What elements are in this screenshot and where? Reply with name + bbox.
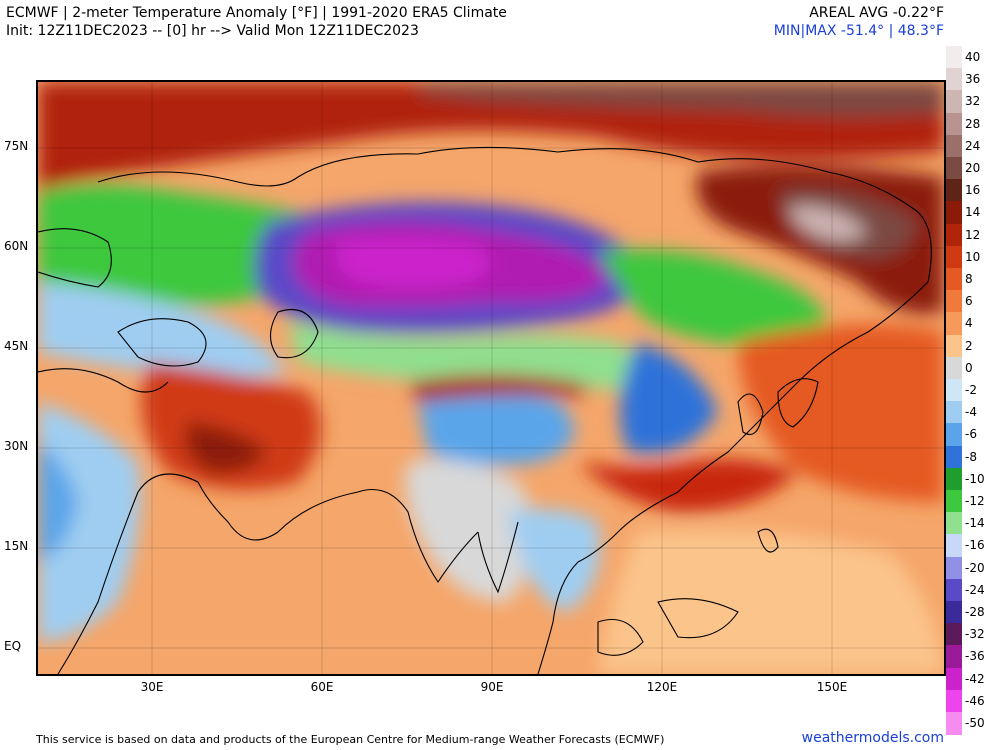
min-max-separator: | — [888, 23, 894, 39]
coastlines — [38, 146, 932, 674]
legend-label: 10 — [965, 249, 981, 264]
legend-swatch — [946, 245, 962, 269]
legend-label: 16 — [965, 183, 981, 198]
lon-label-30e: 30E — [140, 680, 164, 694]
brand-link[interactable]: weathermodels.com — [801, 730, 944, 746]
color-scale-legend: 40 36 32 28 24 20 16 14 12 10 8 6 4 2 0 -2 -4 -6 -8 -10 -12-… — [946, 46, 1000, 736]
legend-label: -16 — [965, 538, 985, 553]
legend-swatch — [946, 379, 962, 402]
legend-label: -14 — [965, 516, 985, 531]
legend-label: -42 — [965, 671, 985, 686]
legend-label: 2 — [965, 338, 973, 353]
legend-label: -50 — [965, 716, 985, 730]
legend-swatch — [946, 201, 962, 225]
legend-swatch — [946, 512, 962, 535]
legend-swatch — [946, 401, 962, 424]
legend-swatch — [946, 356, 962, 380]
legend-label: -28 — [965, 605, 985, 619]
legend-swatch — [946, 312, 962, 336]
legend-swatch — [946, 712, 962, 735]
legend-label: 36 — [965, 72, 981, 87]
legend-label: 40 — [965, 50, 981, 64]
lat-label-30n: 30N — [4, 439, 29, 453]
legend-label: 20 — [965, 161, 981, 175]
legend-swatch — [946, 534, 962, 558]
min-value: -51.4° — [840, 23, 885, 39]
legend-swatch — [946, 623, 962, 646]
legend-label: -20 — [965, 560, 985, 575]
legend-label: -36 — [965, 649, 985, 664]
legend-swatch — [946, 490, 962, 513]
legend-swatch — [946, 90, 962, 114]
legend-label: -6 — [965, 427, 977, 442]
legend-swatch — [946, 645, 962, 669]
legend-swatch — [946, 46, 962, 69]
min-max-prefix: MIN|MAX — [773, 23, 837, 39]
lat-label-eq: EQ — [4, 639, 22, 653]
legend-swatch — [946, 578, 962, 602]
legend-swatch — [946, 268, 962, 291]
anomaly-map-canvas — [38, 82, 944, 674]
legend-swatch — [946, 68, 962, 91]
legend-swatch — [946, 689, 962, 713]
legend-label: 8 — [965, 272, 973, 286]
legend-label: -12 — [965, 494, 985, 508]
ecmwf-attribution: This service is based on data and produc… — [36, 733, 665, 746]
legend-label: 6 — [965, 294, 973, 309]
lat-label-45n: 45N — [4, 339, 29, 353]
map-init-time: Init: 12Z11DEC2023 -- [0] hr --> Valid M… — [6, 23, 419, 39]
legend-swatch — [946, 179, 962, 202]
legend-label: -4 — [965, 405, 977, 420]
map-title: ECMWF | 2-meter Temperature Anomaly [°F]… — [6, 5, 507, 21]
legend-label: 32 — [965, 94, 981, 109]
legend-label: 0 — [965, 360, 973, 375]
legend-swatch — [946, 667, 962, 691]
legend-label: -10 — [965, 471, 985, 486]
lon-label-150e: 150E — [816, 680, 848, 694]
legend-label: -32 — [965, 627, 985, 642]
legend-swatch — [946, 334, 962, 358]
legend-swatch — [946, 556, 962, 580]
max-value: 48.3°F — [897, 23, 944, 39]
lat-label-15n: 15N — [4, 539, 29, 553]
legend-swatch — [946, 157, 962, 180]
legend-label: 12 — [965, 227, 981, 242]
anomaly-map[interactable] — [36, 80, 946, 676]
legend-swatch — [946, 445, 962, 469]
min-max-readout: MIN|MAX -51.4° | 48.3°F — [774, 22, 944, 40]
legend-swatch — [946, 112, 962, 136]
legend-label: -46 — [965, 693, 985, 708]
legend-label: 4 — [965, 316, 973, 331]
legend-label: 14 — [965, 205, 981, 220]
legend-label: -24 — [965, 582, 985, 597]
lat-label-60n: 60N — [4, 239, 29, 253]
legend-label: 28 — [965, 116, 981, 131]
legend-swatch — [946, 601, 962, 624]
lon-label-60e: 60E — [310, 680, 334, 694]
areal-average: AREAL AVG -0.22°F — [809, 5, 944, 21]
legend-label: -2 — [965, 383, 977, 397]
legend-swatch — [946, 134, 962, 158]
lon-label-90e: 90E — [480, 680, 504, 694]
legend-swatch — [946, 223, 962, 247]
legend-label: -8 — [965, 449, 977, 464]
legend-swatch — [946, 467, 962, 491]
legend-label: 24 — [965, 138, 981, 153]
legend-swatch — [946, 423, 962, 447]
legend-swatch — [946, 290, 962, 313]
lat-label-75n: 75N — [4, 139, 29, 153]
lon-label-120e: 120E — [646, 680, 678, 694]
